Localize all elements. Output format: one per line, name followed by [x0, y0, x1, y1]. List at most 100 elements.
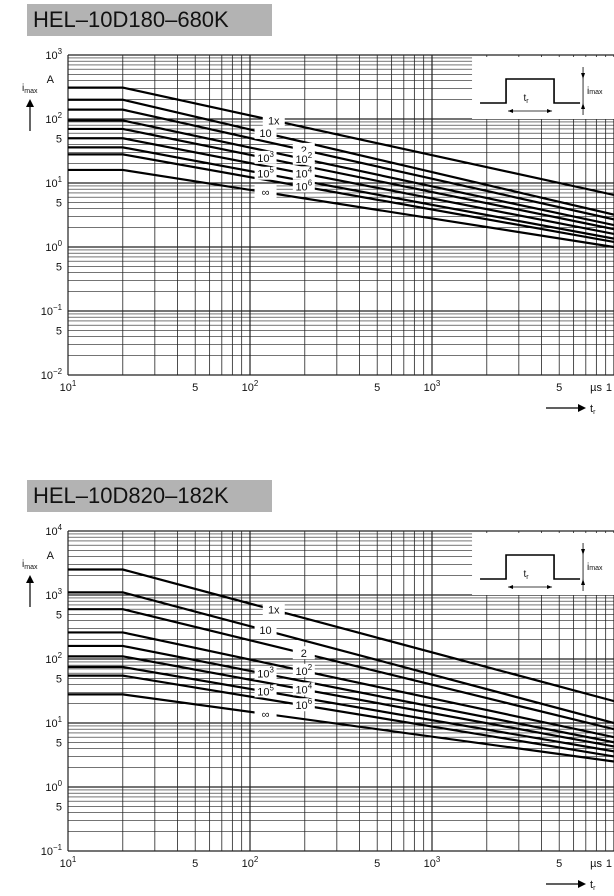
curve-label: 2	[301, 145, 307, 157]
curve-label: 2	[301, 648, 307, 660]
series-line	[68, 674, 614, 758]
series-line	[68, 153, 614, 244]
x-tick-label: 101	[60, 855, 77, 870]
y-tick-label: 10−1	[41, 843, 63, 858]
curve-label-background	[292, 646, 315, 660]
series-line	[68, 608, 614, 731]
y-tick-label: 5	[56, 801, 62, 813]
series-line	[68, 693, 614, 763]
dimension-arrow-head	[581, 549, 586, 555]
derating-chart-2: 1x102102103104105106∞1041035102510151005…	[22, 523, 614, 892]
curve-label-background	[254, 623, 277, 637]
inset-t-label: tr	[523, 93, 529, 105]
curve-label-background	[292, 166, 315, 180]
series-line	[68, 644, 614, 744]
curve-label-background	[254, 166, 277, 180]
curve-label-background	[254, 185, 277, 199]
curve-label: 102	[295, 663, 312, 678]
y-unit-label: A	[47, 550, 55, 562]
chart-title: HEL–10D820–182K	[33, 483, 229, 508]
x-unit-label: µs	[590, 382, 602, 394]
y-tick-label: 101	[45, 175, 62, 190]
y-unit-label: A	[47, 74, 55, 86]
curve-label-background	[254, 125, 277, 139]
y-tick-label: 10−2	[41, 367, 62, 382]
x-tick-label: 103	[424, 855, 441, 870]
inset-background	[472, 57, 614, 119]
series-line	[68, 108, 614, 221]
y-axis-label: imax	[22, 559, 38, 571]
curve-label-background	[292, 682, 315, 696]
x-tick-label: 5	[192, 382, 198, 394]
series-line	[68, 168, 614, 249]
curve-label-background	[292, 151, 315, 165]
y-tick-label: 5	[56, 673, 62, 685]
curve-label: 102	[295, 151, 312, 166]
series-line	[68, 146, 614, 240]
x-unit-label: µs	[590, 858, 602, 870]
curve-label: 103	[257, 666, 274, 681]
x-axis-arrow-head	[578, 880, 586, 888]
y-tick-label: 103	[45, 47, 62, 62]
curve-label: 105	[257, 683, 274, 698]
series-line	[68, 631, 614, 739]
y-tick-label: 104	[45, 523, 62, 538]
y-tick-label: 100	[45, 779, 62, 794]
y-axis-arrow-head	[26, 99, 34, 107]
curve-label-background	[292, 663, 315, 677]
series-line	[68, 655, 614, 748]
curve-label: 104	[295, 165, 312, 180]
curve-label: 10	[259, 625, 271, 637]
inset-i-label: imax	[587, 86, 603, 97]
curve-label: ∞	[262, 187, 270, 199]
dimension-arrow-head	[581, 103, 586, 109]
dimension-arrow-head	[508, 585, 514, 589]
series-line	[68, 86, 614, 197]
curve-label-background	[254, 150, 277, 164]
x-tick-label: 1	[606, 382, 612, 394]
derating-chart-1: 1x102102103104105106∞10310251015100510−1…	[22, 47, 614, 416]
curve-label-background	[292, 698, 315, 712]
y-tick-label: 5	[56, 609, 62, 621]
curve-label-background	[262, 602, 285, 616]
curve-label: 10	[259, 128, 271, 140]
y-tick-label: 10−1	[41, 303, 63, 318]
x-axis-label: tr	[590, 879, 596, 892]
y-tick-label: 102	[45, 111, 62, 126]
x-tick-label: 101	[60, 379, 77, 394]
y-tick-label: 103	[45, 587, 62, 602]
y-axis-label: imax	[22, 83, 38, 95]
series-line	[68, 98, 614, 216]
curve-label-background	[254, 684, 277, 698]
dimension-arrow-head	[581, 579, 586, 585]
series-line	[68, 127, 614, 231]
x-tick-label: 5	[556, 382, 562, 394]
pulse-waveform	[480, 554, 581, 580]
curve-label-background	[292, 179, 315, 193]
dimension-arrow-head	[508, 109, 514, 113]
y-tick-label: 5	[56, 737, 62, 749]
dimension-arrow-head	[547, 109, 553, 113]
dimension-arrow-head	[581, 73, 586, 79]
series-line	[68, 568, 614, 703]
series-line	[68, 137, 614, 236]
dimension-arrow-head	[547, 585, 553, 589]
x-tick-label: 102	[242, 379, 259, 394]
x-tick-label: 1	[606, 858, 612, 870]
curve-label-background	[254, 706, 277, 720]
curve-label: 106	[295, 697, 312, 712]
y-tick-label: 102	[45, 651, 62, 666]
y-tick-label: 100	[45, 239, 62, 254]
chart-title-box: HEL–10D180–680K	[27, 4, 272, 36]
curve-label: 1x	[268, 115, 280, 127]
curve-label: 1x	[268, 605, 280, 617]
y-axis-arrow-head	[26, 575, 34, 583]
series-line	[68, 591, 614, 725]
x-tick-label: 5	[556, 858, 562, 870]
x-tick-label: 5	[374, 382, 380, 394]
inset-background	[472, 533, 614, 595]
chart-title-box: HEL–10D820–182K	[27, 480, 272, 512]
y-tick-label: 5	[56, 325, 62, 337]
curve-label-background	[254, 666, 277, 680]
y-tick-label: 5	[56, 197, 62, 209]
